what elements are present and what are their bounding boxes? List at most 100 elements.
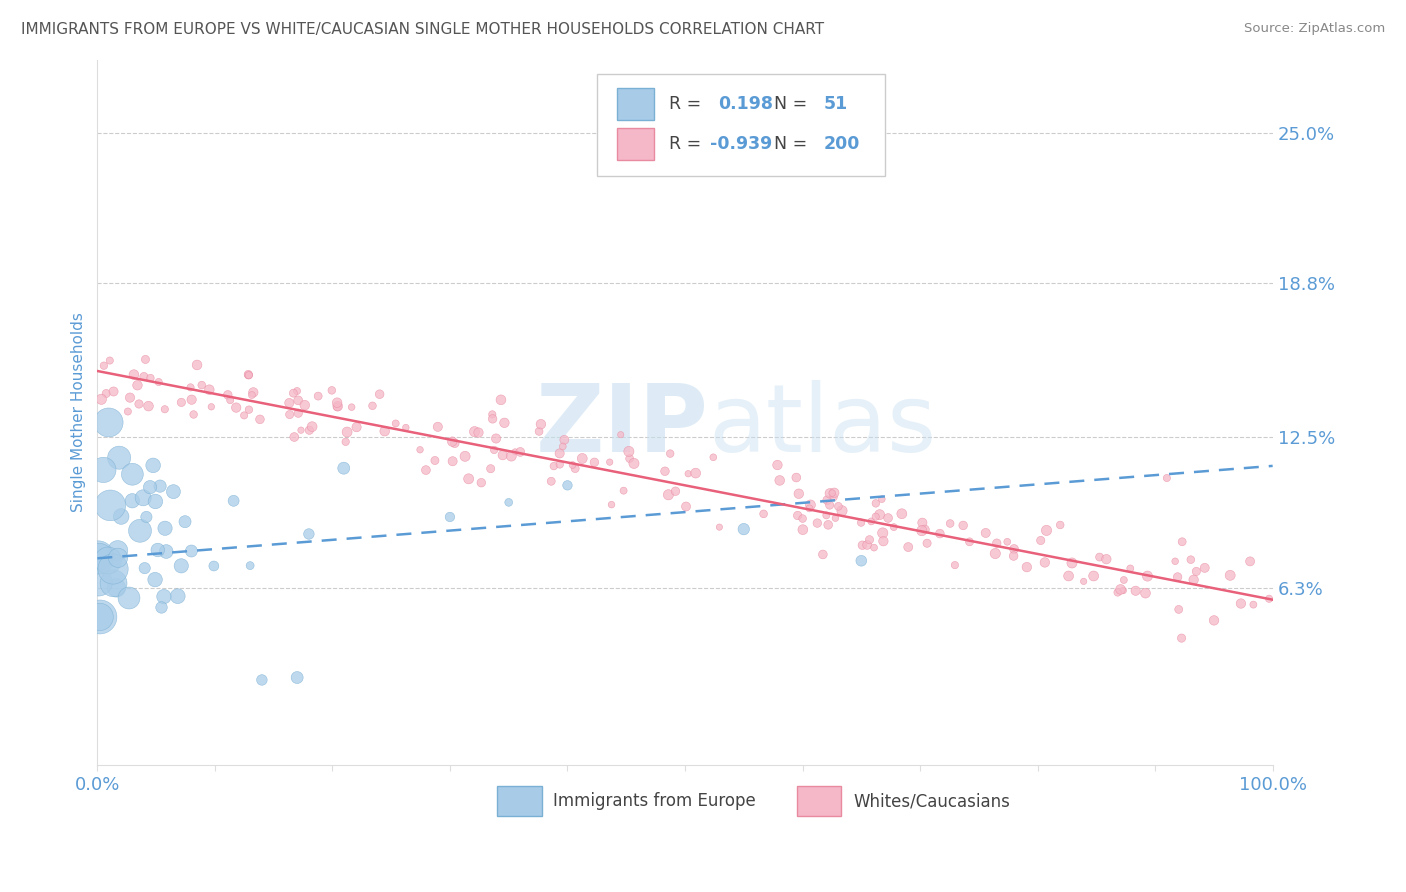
Point [139, 371, 162, 385]
Point [1182, 573, 1205, 587]
Point [599, 455, 621, 469]
Point [479, 461, 502, 475]
Point [856, 538, 879, 552]
Point [138, 399, 160, 413]
Point [799, 498, 821, 512]
Point [1194, 561, 1216, 575]
Point [145, 494, 167, 508]
Point [787, 487, 810, 501]
Point [170, 558, 193, 573]
Point [110, 509, 132, 524]
Point [785, 470, 807, 484]
Point [384, 417, 406, 431]
Point [494, 416, 516, 430]
Point [186, 358, 208, 372]
Point [326, 399, 349, 413]
Point [287, 393, 309, 408]
Point [301, 419, 323, 434]
Point [287, 406, 309, 420]
Text: 0.198: 0.198 [718, 95, 773, 113]
Point [103, 576, 125, 591]
Point [285, 671, 308, 685]
Point [107, 550, 129, 565]
Point [108, 450, 131, 465]
Point [974, 525, 997, 540]
Point [98, 499, 121, 513]
Point [1156, 471, 1178, 485]
Point [98, 353, 121, 368]
Point [943, 558, 966, 573]
Point [174, 515, 197, 529]
Point [97, 553, 120, 567]
Point [443, 436, 465, 450]
Point [190, 378, 212, 392]
Point [571, 451, 593, 466]
Point [915, 536, 938, 550]
Point [1219, 568, 1241, 582]
Point [146, 543, 169, 558]
Point [423, 453, 446, 467]
Point [242, 385, 264, 400]
Point [238, 368, 260, 382]
Point [283, 430, 305, 444]
Point [202, 559, 225, 574]
Point [89, 610, 111, 624]
Point [134, 561, 156, 575]
Point [877, 511, 900, 525]
Point [540, 475, 562, 489]
Point [883, 520, 905, 534]
Point [238, 368, 260, 382]
Point [326, 400, 349, 414]
Point [128, 397, 150, 411]
Point [557, 478, 579, 492]
Point [340, 400, 363, 414]
Point [831, 504, 853, 518]
Point [332, 461, 354, 475]
Point [786, 508, 808, 523]
Point [553, 433, 575, 447]
Point [1167, 570, 1189, 584]
Point [583, 455, 606, 469]
Point [1049, 518, 1071, 533]
Point [1109, 582, 1132, 597]
FancyBboxPatch shape [598, 74, 884, 176]
Point [87, 549, 110, 563]
Point [249, 412, 271, 426]
Point [464, 425, 486, 439]
Point [617, 444, 640, 458]
Point [121, 493, 143, 508]
Text: Whites/Caucasians: Whites/Caucasians [853, 792, 1010, 810]
Point [426, 420, 449, 434]
Point [290, 423, 312, 437]
Point [792, 511, 814, 525]
Point [823, 490, 845, 504]
Point [93, 463, 115, 477]
Point [654, 464, 676, 478]
Point [89, 610, 111, 624]
Point [827, 500, 849, 514]
Point [134, 352, 156, 367]
Point [368, 387, 391, 401]
Point [149, 479, 172, 493]
Point [135, 510, 157, 524]
Point [101, 562, 124, 576]
Point [498, 495, 520, 509]
Point [1107, 585, 1129, 599]
Point [503, 445, 526, 459]
Point [233, 409, 256, 423]
Point [166, 589, 188, 603]
Point [501, 449, 523, 463]
Point [872, 526, 894, 541]
Point [1241, 598, 1264, 612]
Point [815, 493, 838, 508]
Text: R =: R = [668, 95, 706, 113]
Point [283, 386, 305, 401]
Point [132, 491, 155, 505]
Point [851, 554, 873, 568]
Point [897, 540, 920, 554]
Point [1002, 549, 1025, 563]
Point [1060, 556, 1083, 570]
Point [441, 434, 464, 449]
Point [811, 548, 834, 562]
FancyBboxPatch shape [617, 128, 654, 161]
